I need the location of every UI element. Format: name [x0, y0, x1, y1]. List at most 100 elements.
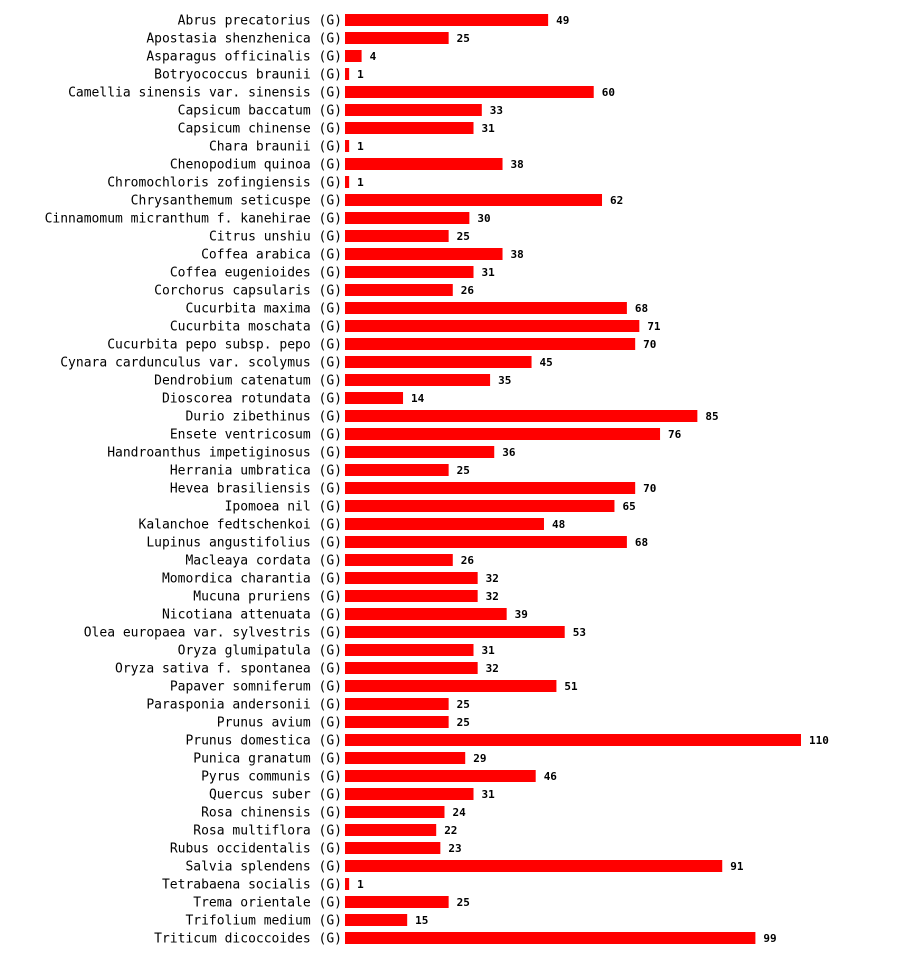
value-label: 70 [643, 482, 656, 495]
value-label: 25 [457, 716, 470, 729]
category-label: Oryza glumipatula (G) [178, 644, 342, 659]
category-label: Papaver somniferum (G) [170, 680, 342, 695]
bar [345, 68, 350, 80]
bar [345, 536, 627, 548]
category-label: Durio zibethinus (G) [185, 410, 342, 425]
category-label: Handroanthus impetiginosus (G) [107, 446, 342, 461]
bar [345, 446, 495, 458]
category-label: Chromochloris zofingiensis (G) [107, 176, 342, 191]
bar [345, 878, 350, 890]
bar [345, 590, 478, 602]
category-label: Corchorus capsularis (G) [154, 284, 342, 299]
value-label: 35 [498, 374, 511, 387]
value-label: 30 [477, 212, 490, 225]
bar [345, 734, 801, 746]
category-label: Cucurbita pepo subsp. pepo (G) [107, 338, 342, 353]
bar [345, 194, 603, 206]
bar [345, 14, 549, 26]
value-label: 85 [705, 410, 718, 423]
bar [345, 572, 478, 584]
value-label: 38 [511, 158, 524, 171]
value-label: 1 [357, 68, 364, 81]
bar [345, 50, 362, 62]
category-label: Rubus occidentalis (G) [170, 842, 342, 857]
value-label: 68 [635, 302, 648, 315]
bar [345, 860, 723, 872]
bar [345, 356, 532, 368]
value-label: 39 [515, 608, 528, 621]
category-label: Camellia sinensis var. sinensis (G) [68, 86, 342, 101]
category-label: Dioscorea rotundata (G) [162, 392, 342, 407]
value-label: 32 [486, 572, 499, 585]
value-label: 26 [461, 284, 475, 297]
value-label: 14 [411, 392, 425, 405]
bar [345, 788, 474, 800]
bar [345, 302, 627, 314]
value-label: 4 [370, 50, 377, 63]
category-label: Prunus domestica (G) [185, 734, 342, 749]
bar [345, 914, 408, 926]
value-label: 68 [635, 536, 648, 549]
value-label: 60 [602, 86, 615, 99]
bar [345, 158, 503, 170]
bar [345, 122, 474, 134]
bar [345, 896, 449, 908]
value-label: 25 [457, 698, 470, 711]
bar [345, 716, 449, 728]
category-label: Apostasia shenzhenica (G) [146, 32, 342, 47]
category-label: Trema orientale (G) [193, 896, 342, 911]
category-label: Olea europaea var. sylvestris (G) [84, 626, 342, 641]
value-label: 62 [610, 194, 623, 207]
category-label: Macleaya cordata (G) [185, 554, 342, 569]
bar [345, 212, 470, 224]
bar [345, 644, 474, 656]
bar [345, 320, 640, 332]
value-label: 33 [490, 104, 503, 117]
category-label: Herrania umbratica (G) [170, 464, 342, 479]
category-label: Tetrabaena socialis (G) [162, 878, 342, 893]
bar [345, 752, 466, 764]
category-label: Pyrus communis (G) [201, 770, 342, 785]
bar [345, 698, 449, 710]
value-label: 38 [511, 248, 524, 261]
category-label: Capsicum baccatum (G) [178, 104, 342, 119]
value-label: 45 [540, 356, 553, 369]
bar [345, 338, 636, 350]
category-label: Ensete ventricosum (G) [170, 428, 342, 443]
bar [345, 428, 661, 440]
category-label: Coffea eugenioides (G) [170, 266, 342, 281]
value-label: 31 [482, 788, 496, 801]
value-label: 24 [452, 806, 466, 819]
category-label: Prunus avium (G) [217, 716, 342, 731]
value-label: 70 [643, 338, 656, 351]
category-label: Oryza sativa f. spontanea (G) [115, 662, 342, 677]
value-label: 25 [457, 230, 470, 243]
category-label: Citrus unshiu (G) [209, 230, 342, 245]
bar [345, 284, 453, 296]
bar [345, 230, 449, 242]
bar [345, 374, 491, 386]
value-label: 32 [486, 662, 499, 675]
bar [345, 32, 449, 44]
category-label: Chrysanthemum seticuspe (G) [131, 194, 342, 209]
value-label: 48 [552, 518, 565, 531]
category-label: Chara braunii (G) [209, 140, 342, 155]
value-label: 1 [357, 140, 364, 153]
bar [345, 500, 615, 512]
value-label: 76 [668, 428, 682, 441]
bar [345, 410, 698, 422]
category-label: Abrus precatorius (G) [178, 14, 342, 29]
bar [345, 932, 756, 944]
bar [345, 104, 482, 116]
value-label: 91 [730, 860, 744, 873]
category-label: Salvia splendens (G) [185, 860, 342, 875]
value-label: 25 [457, 464, 470, 477]
value-label: 65 [622, 500, 635, 513]
category-label: Chenopodium quinoa (G) [170, 158, 342, 173]
category-label: Cucurbita maxima (G) [185, 302, 342, 317]
category-label: Lupinus angustifolius (G) [146, 536, 342, 551]
bar [345, 824, 437, 836]
value-label: 71 [647, 320, 661, 333]
value-label: 53 [573, 626, 586, 639]
value-label: 26 [461, 554, 475, 567]
